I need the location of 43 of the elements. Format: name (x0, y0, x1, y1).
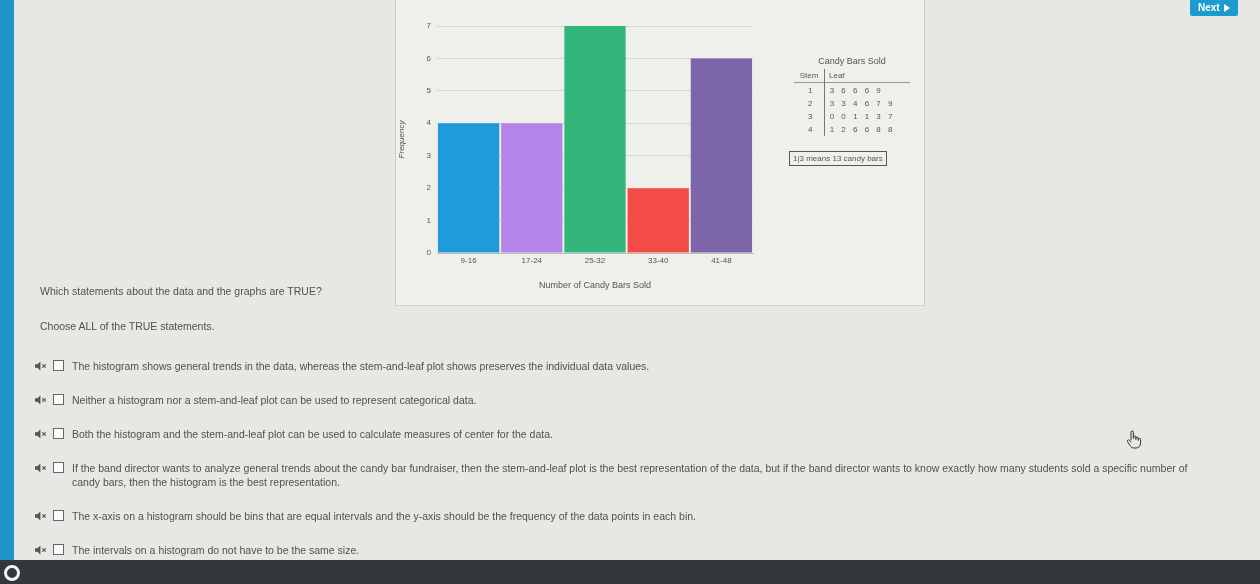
checkbox[interactable] (53, 360, 64, 371)
x-tick-label: 33-40 (647, 256, 669, 265)
x-tick-label: 17-24 (521, 256, 543, 265)
text: The x-axis on a histogram should be bins that are equal intervals and the y-axis should be the frequency of the data points in each bin. (72, 509, 696, 523)
y-tick-label: 7 (426, 21, 432, 31)
text: 3 0 0 1 1 3 7 (807, 111, 894, 123)
x-tick-label: 9-16 (460, 256, 478, 265)
y-tick-label: 6 (426, 53, 432, 63)
y-tick-label: 4 (426, 118, 432, 128)
text: Leaf (828, 70, 845, 82)
text: 1|3 means 13 candy bars (789, 151, 887, 166)
text: Stem (798, 70, 820, 82)
y-tick-label: 2 (426, 183, 432, 193)
bar (501, 123, 563, 253)
y-axis-title: Frequency (397, 119, 407, 159)
next-button[interactable]: Next (1190, 0, 1238, 16)
checkbox[interactable] (53, 462, 64, 473)
y-tick-label: 0 (426, 248, 432, 258)
bar (564, 26, 626, 253)
x-tick-label: 25-32 (584, 256, 606, 265)
text: 4 1 2 6 6 8 8 (807, 124, 894, 136)
y-tick-label: 5 (426, 86, 432, 96)
checkbox[interactable] (53, 428, 64, 439)
checkbox[interactable] (53, 510, 64, 521)
y-tick-label: 3 (426, 150, 432, 160)
text: Neither a histogram nor a stem-and-leaf plot can be used to represent categorical data. (72, 393, 477, 407)
y-tick-label: 1 (426, 215, 432, 225)
text: 2 3 3 4 6 7 9 (807, 98, 894, 110)
x-tick-label: 41-48 (711, 256, 733, 265)
text: Both the histogram and the stem-and-leaf plot can be used to calculate measures of center for the data. (72, 427, 553, 441)
checkbox[interactable] (53, 394, 64, 405)
checkbox[interactable] (53, 544, 64, 555)
x-axis-title: Number of Candy Bars Sold (538, 280, 652, 291)
text: Candy Bars Sold (817, 56, 887, 67)
bar (627, 188, 689, 253)
text: The intervals on a histogram do not have to be the same size. (72, 543, 360, 557)
text: If the band director wants to analyze general trends about the candy bar fundraiser, then the stem-and-leaf plot is the best representation of the data, but if the band director wants to know exactly how many students sold a specific number of candy bars, then the histogram is the best representation. (72, 461, 1189, 489)
text: The histogram shows general trends in the data, whereas the stem-and-leaf plot shows preserves the individual data values. (72, 359, 650, 373)
text: Which statements about the data and the graphs are TRUE? (40, 284, 322, 298)
bar (437, 123, 500, 253)
text: Choose ALL of the TRUE statements. (40, 319, 215, 333)
text: 1 3 6 6 6 9 (807, 85, 882, 97)
bar (690, 58, 753, 253)
